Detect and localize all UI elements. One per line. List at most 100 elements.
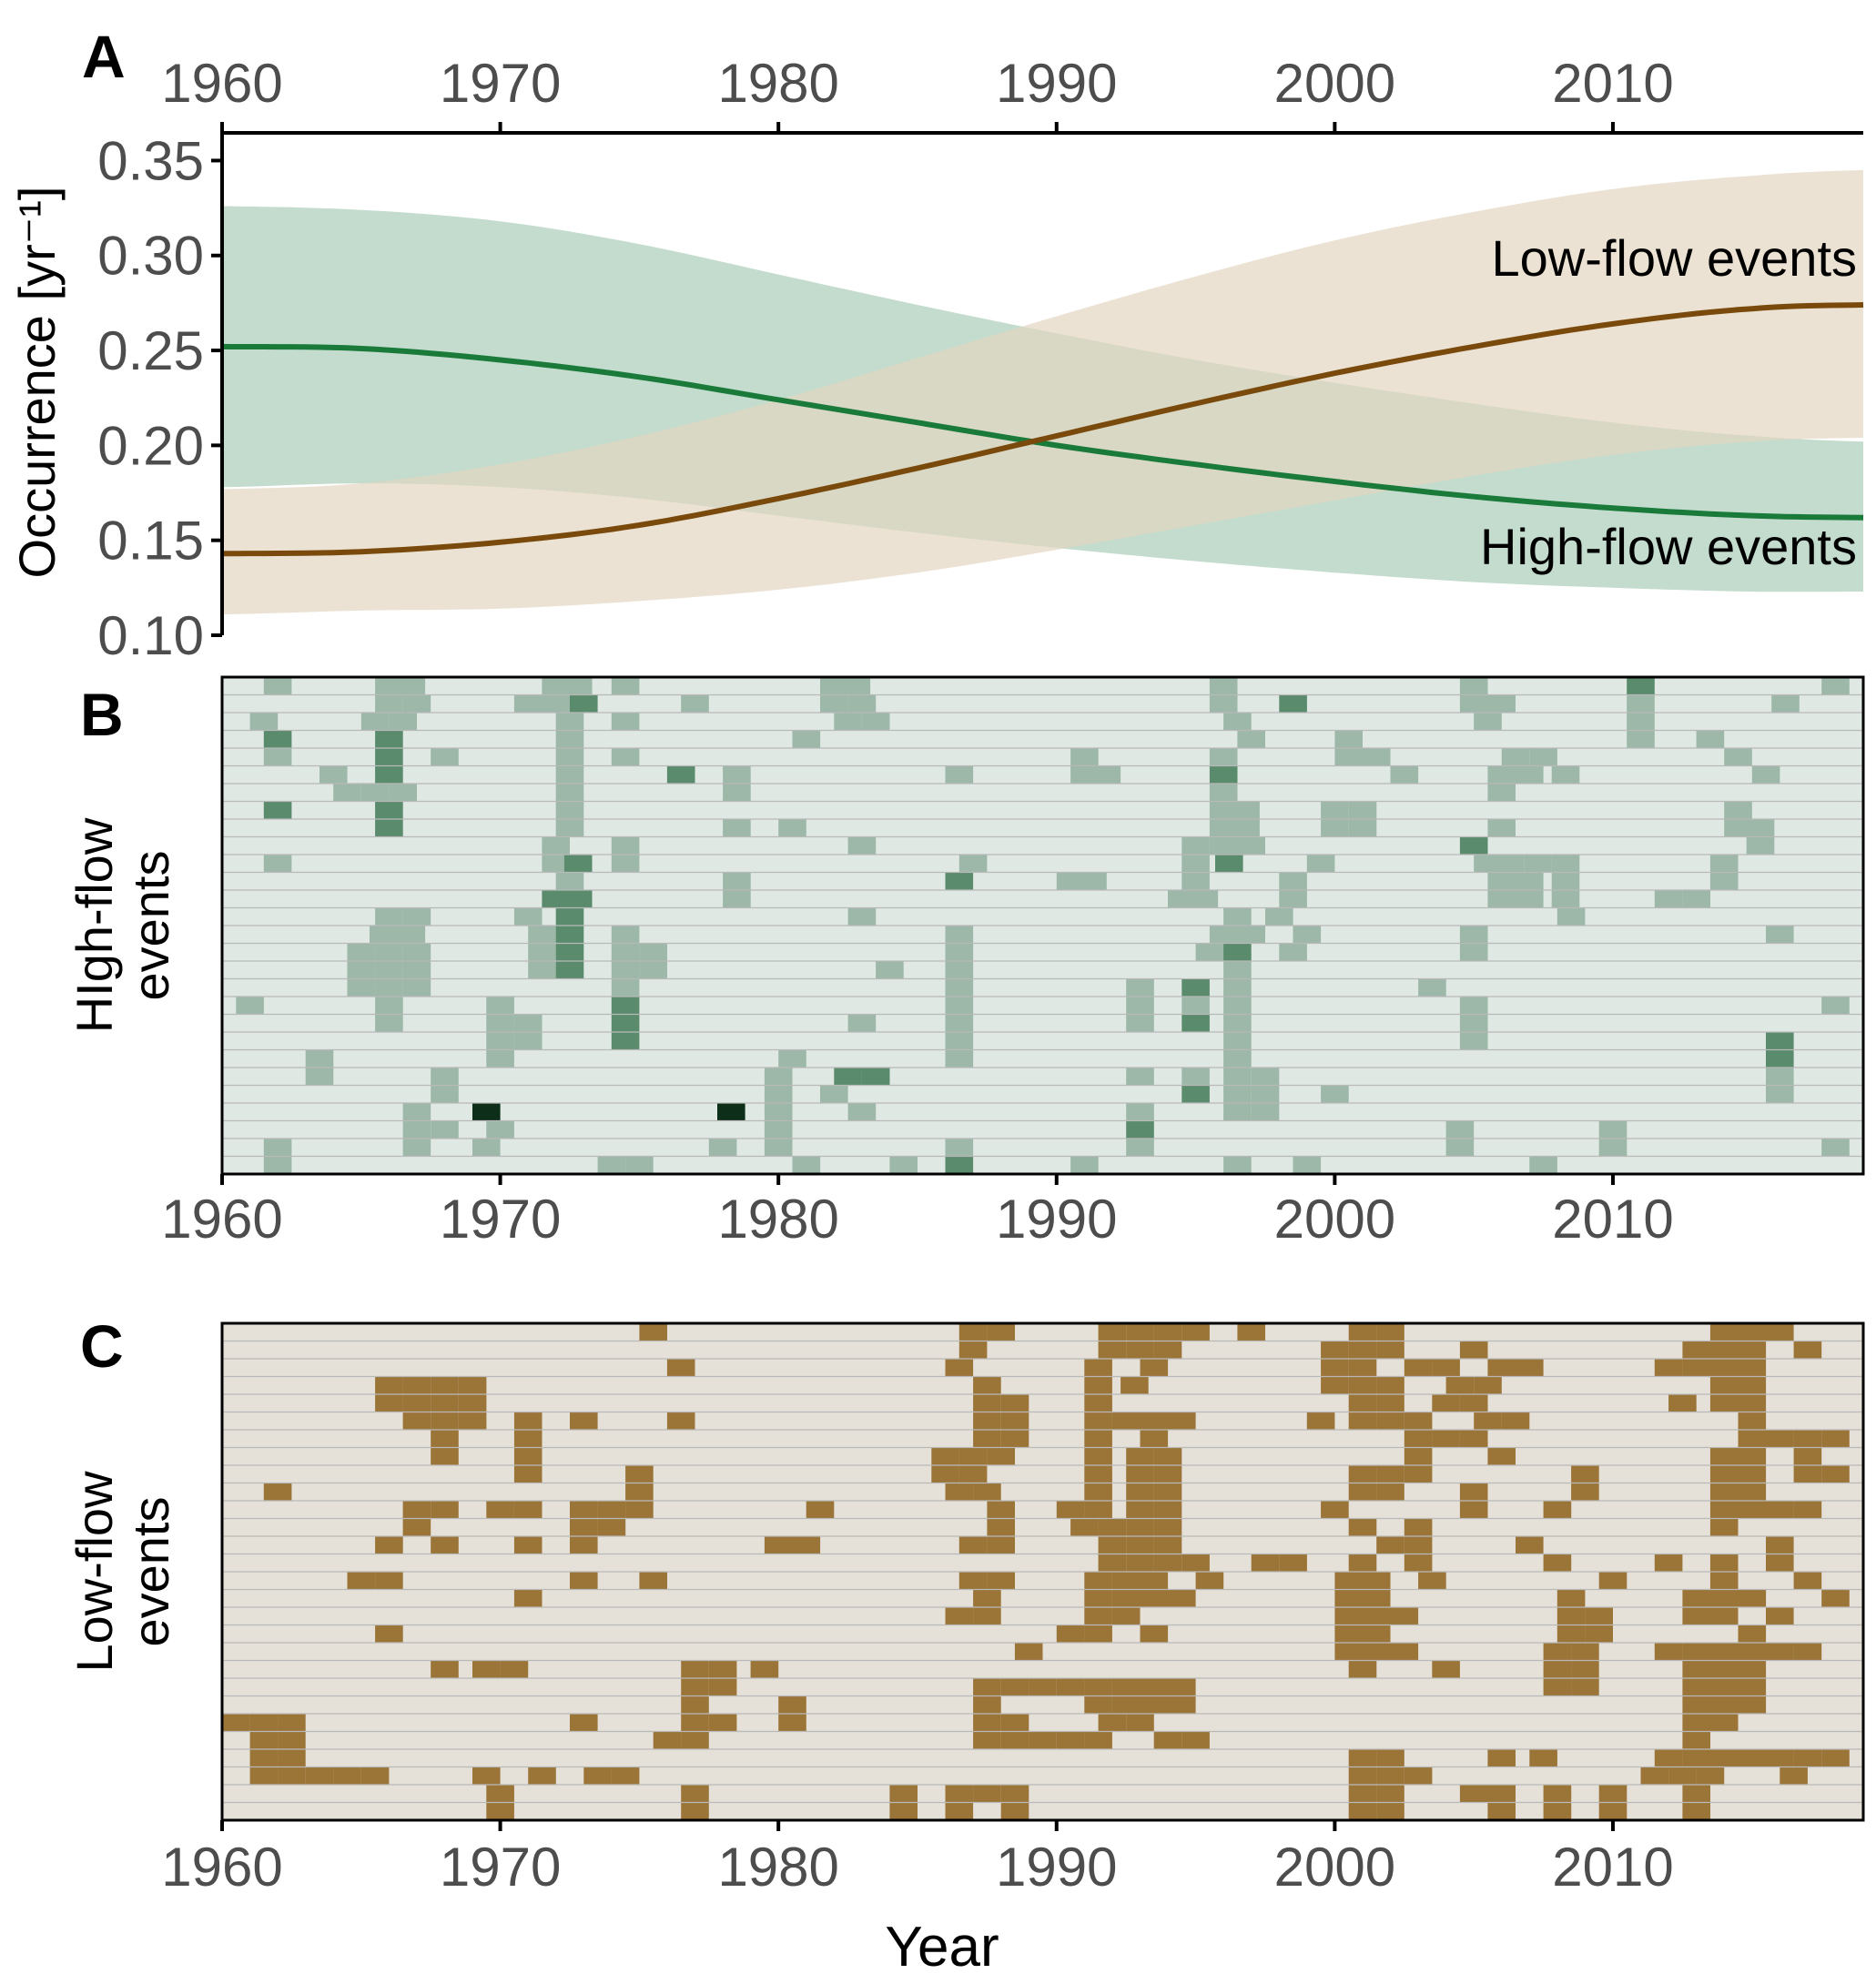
low-flow-cell: [597, 1518, 626, 1536]
high-flow-cell: [625, 1156, 654, 1174]
low-flow-cell: [360, 1766, 390, 1785]
high-flow-cell: [249, 713, 279, 731]
high-flow-cell: [542, 855, 570, 873]
high-flow-cell: [1209, 694, 1238, 713]
low-flow-cell: [708, 1678, 737, 1696]
low-flow-cell: [1098, 1341, 1127, 1359]
low-flow-cell: [458, 1376, 487, 1394]
low-flow-cell: [1334, 1625, 1363, 1643]
high-flow-cell: [431, 748, 459, 766]
low-flow-cell: [1654, 1554, 1683, 1572]
high-flow-cell: [402, 978, 431, 997]
panel-b-ylabel-line-1: HIgh-flow: [66, 817, 123, 1033]
high-flow-cell: [1766, 1032, 1794, 1050]
low-flow-cell: [1000, 1714, 1029, 1732]
low-flow-cell: [431, 1430, 459, 1448]
low-flow-cell: [1682, 1341, 1710, 1359]
high-flow-cell: [563, 677, 593, 695]
low-flow-cell: [249, 1731, 279, 1749]
low-flow-cell: [1168, 1589, 1196, 1607]
low-flow-cell: [1709, 1394, 1739, 1412]
low-flow-cell: [1474, 1412, 1502, 1430]
high-flow-cell: [1751, 765, 1780, 784]
low-flow-cell: [1709, 1678, 1739, 1696]
low-flow-cell: [486, 1501, 514, 1519]
low-flow-cell: [1168, 1696, 1196, 1714]
high-flow-cell: [1459, 926, 1488, 944]
low-flow-cell: [1084, 1625, 1112, 1643]
low-flow-cell: [1376, 1785, 1404, 1803]
high-flow-cell: [1746, 819, 1775, 837]
low-flow-cell: [1404, 1554, 1433, 1572]
low-flow-cell: [1181, 1323, 1210, 1341]
high-flow-cell: [563, 890, 593, 908]
high-flow-cell: [611, 1014, 640, 1032]
high-flow-cell: [1251, 1103, 1280, 1121]
low-flow-cell: [431, 1501, 459, 1519]
line-high-flow: [221, 343, 1864, 521]
low-flow-cell: [513, 1412, 543, 1430]
low-flow-cell: [1766, 1430, 1794, 1448]
low-flow-cell: [1487, 1802, 1516, 1820]
low-flow-cell: [1738, 1660, 1767, 1678]
low-flow-cell: [1362, 1607, 1391, 1625]
x-tick-label: 1960: [161, 1189, 282, 1250]
high-flow-cell: [555, 961, 584, 979]
low-flow-cell: [278, 1731, 306, 1749]
low-flow-cell: [513, 1447, 543, 1465]
high-flow-cell: [263, 677, 292, 695]
low-flow-cell: [889, 1785, 918, 1803]
high-flow-cell: [945, 872, 974, 890]
low-flow-cell: [945, 1483, 974, 1501]
high-flow-cell: [1079, 872, 1107, 890]
low-flow-cell: [375, 1394, 403, 1412]
low-flow-cell: [1418, 1572, 1446, 1590]
high-flow-cell: [1501, 748, 1530, 766]
high-flow-cell: [1445, 1139, 1475, 1157]
low-flow-cell: [1029, 1731, 1057, 1749]
high-flow-cell: [1209, 677, 1238, 695]
high-flow-cell: [1126, 978, 1154, 997]
high-flow-cell: [723, 872, 751, 890]
high-flow-cell: [333, 784, 361, 802]
low-flow-cell: [1668, 1394, 1697, 1412]
low-flow-cell: [1571, 1643, 1599, 1661]
panel-a: A 1960 1970 1980 1990 2000 2010 0.100.150.200…: [8, 23, 1864, 666]
low-flow-cell: [1348, 1359, 1377, 1377]
low-flow-cell: [1126, 1483, 1154, 1501]
low-flow-cell: [1111, 1572, 1141, 1590]
x-tick-label: 1980: [717, 1837, 838, 1898]
low-flow-cell: [1682, 1802, 1710, 1820]
high-flow-cell: [1682, 890, 1710, 908]
band-low-flow: [222, 169, 1863, 615]
high-flow-cell: [945, 1032, 974, 1050]
high-flow-cell: [1223, 1049, 1252, 1068]
low-flow-cell: [1793, 1430, 1822, 1448]
low-flow-cell: [1709, 1465, 1739, 1483]
low-flow-cell: [1709, 1483, 1739, 1501]
high-flow-cell: [263, 801, 292, 819]
high-flow-cell: [1209, 765, 1238, 784]
low-flow-cell: [1111, 1607, 1141, 1625]
low-flow-cell: [653, 1731, 682, 1749]
high-flow-cell: [611, 713, 640, 731]
low-flow-cell: [958, 1447, 988, 1465]
low-flow-cell: [1557, 1625, 1586, 1643]
low-flow-cell: [1348, 1785, 1377, 1803]
low-flow-cell: [1654, 1359, 1683, 1377]
low-flow-cell: [222, 1714, 250, 1732]
low-flow-cell: [249, 1749, 279, 1767]
series-lines: [221, 302, 1864, 557]
high-flow-cell: [611, 978, 640, 997]
low-flow-cell: [1362, 1643, 1391, 1661]
high-flow-cell: [708, 1139, 737, 1157]
low-flow-cell: [305, 1766, 334, 1785]
low-flow-cell: [1709, 1643, 1739, 1661]
y-tick-label: 0.25: [97, 320, 204, 381]
low-flow-cell: [1543, 1643, 1572, 1661]
high-flow-cell: [1766, 1085, 1794, 1103]
low-flow-cell: [431, 1394, 459, 1412]
high-flow-cell: [834, 1068, 862, 1086]
high-flow-cell: [375, 997, 403, 1015]
